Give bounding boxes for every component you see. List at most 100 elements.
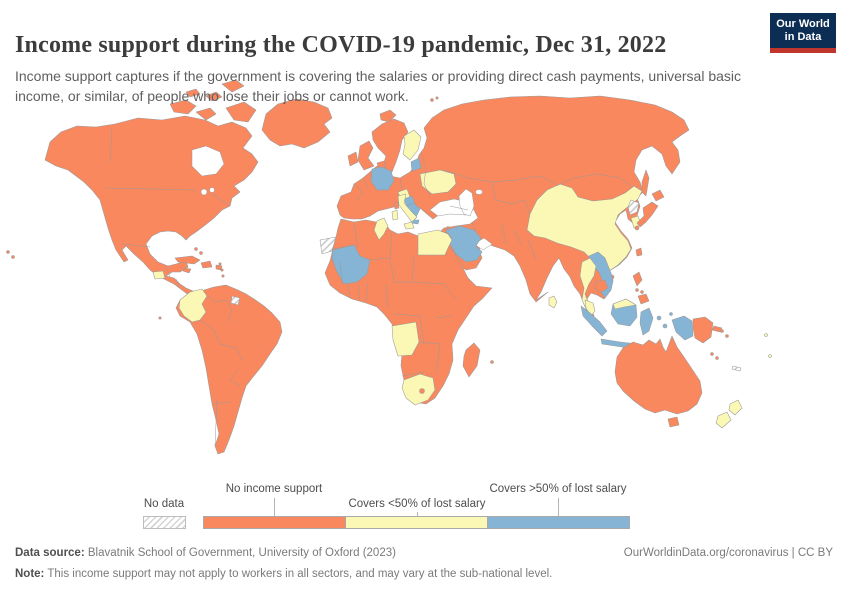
russia-mongolia-border (555, 173, 634, 188)
country-malaysia-peninsula[interactable] (584, 299, 596, 317)
island-new-britain[interactable] (711, 325, 723, 333)
country-border (353, 151, 557, 261)
country-saudi-arabia[interactable] (445, 225, 483, 263)
island-dot[interactable] (220, 268, 224, 272)
island-sakhalin[interactable] (641, 169, 650, 197)
persian-gulf (473, 237, 493, 251)
legend-tick (558, 498, 559, 516)
region-south-america[interactable] (175, 284, 283, 455)
island-dot[interactable] (490, 360, 494, 364)
great-lake (200, 188, 208, 196)
country-madagascar[interactable] (462, 342, 481, 378)
country-finland[interactable] (402, 129, 422, 161)
legend-label-none: No income support (225, 483, 323, 495)
legend-tick (274, 498, 275, 516)
country-el-salvador[interactable] (152, 270, 166, 280)
country-colombia[interactable] (178, 288, 208, 323)
island-dot[interactable] (640, 290, 644, 294)
country-australia[interactable] (614, 335, 703, 415)
region-baltic-states[interactable] (410, 157, 422, 172)
pacific-island-dot[interactable] (710, 352, 714, 356)
island-svalbard[interactable] (430, 98, 434, 102)
pacific-island-dot[interactable] (768, 354, 772, 358)
island-tasmania[interactable] (667, 416, 680, 428)
country-north-korea[interactable] (627, 199, 640, 216)
owid-logo[interactable]: Our World in Data (770, 13, 836, 53)
country-sri-lanka[interactable] (548, 295, 558, 309)
note-text: This income support may not apply to wor… (44, 568, 553, 580)
region-western-sahara[interactable] (319, 236, 337, 255)
country-egypt[interactable] (417, 229, 453, 256)
legend-swatch-none[interactable] (203, 516, 346, 529)
legend-label-gt50: Covers >50% of lost salary (489, 483, 627, 495)
country-china[interactable] (526, 183, 643, 272)
legend-label-lt50: Covers <50% of lost salary (348, 498, 486, 510)
island-dot[interactable] (656, 315, 662, 321)
page-title: Income support during the COVID-19 pande… (15, 32, 667, 59)
island-dot[interactable] (669, 312, 673, 316)
island-dot[interactable] (221, 274, 225, 278)
legend-no-data-swatch[interactable] (143, 516, 186, 529)
island-sicily[interactable] (403, 221, 415, 230)
island-sulawesi[interactable] (639, 307, 654, 336)
pacific-island-dot[interactable] (715, 356, 719, 360)
island-dot[interactable] (158, 316, 162, 320)
country-ireland[interactable] (347, 151, 359, 167)
island-sardinia[interactable] (391, 209, 399, 221)
legend-swatch-lt50[interactable] (345, 516, 488, 529)
island-kyushu[interactable] (634, 225, 640, 231)
pacific-island-dot[interactable] (720, 329, 724, 333)
hawaii-dot[interactable] (6, 250, 10, 254)
island-dot[interactable] (662, 323, 668, 329)
country-philippines[interactable] (632, 271, 650, 305)
country-united-kingdom[interactable] (357, 140, 375, 171)
island-sumatra[interactable] (580, 305, 608, 337)
pacific-island-dot[interactable] (764, 333, 768, 337)
country-japan[interactable] (636, 189, 665, 228)
footer-link[interactable]: OurWorldinData.org/coronavirus | CC BY (623, 547, 833, 559)
island-dot[interactable] (194, 247, 198, 251)
hudson-bay (191, 145, 225, 177)
region-west-papua[interactable] (671, 315, 694, 341)
island-dot[interactable] (635, 288, 639, 292)
legend-swatch-gt50[interactable] (487, 516, 630, 529)
country-papua-new-guinea[interactable] (692, 316, 714, 344)
region-malaysian-borneo[interactable] (612, 298, 637, 310)
region-french-guiana[interactable] (230, 295, 241, 306)
country-angola[interactable] (391, 321, 420, 357)
footer-note-line: Note: This income support may not apply … (15, 568, 552, 580)
owid-logo-line1: Our World (776, 18, 830, 30)
country-border (332, 221, 457, 377)
island-dot[interactable] (218, 262, 222, 266)
island-svalbard[interactable] (435, 96, 439, 100)
country-iceland[interactable] (379, 109, 397, 123)
region-north-america[interactable] (44, 115, 259, 297)
country-cuba[interactable] (174, 255, 201, 265)
region-scandinavia[interactable] (371, 118, 409, 177)
arctic-islands[interactable] (169, 79, 257, 123)
country-cambodia[interactable] (594, 279, 609, 294)
country-italy[interactable] (397, 193, 418, 223)
country-lesotho[interactable] (419, 388, 425, 394)
source-text: Blavatnik School of Government, Universi… (84, 547, 396, 559)
island-taiwan[interactable] (635, 247, 643, 257)
country-greenland[interactable] (261, 98, 333, 149)
country-tunisia[interactable] (373, 217, 389, 241)
country-border (105, 127, 231, 289)
footer-source-line: Data source: Blavatnik School of Governm… (15, 547, 396, 559)
island-new-caledonia[interactable] (731, 365, 742, 372)
country-mali-burkina[interactable] (331, 244, 371, 285)
great-lake (209, 187, 215, 193)
pacific-island-dot[interactable] (725, 334, 729, 338)
country-south-africa[interactable] (401, 373, 436, 406)
hawaii-dot[interactable] (11, 255, 15, 259)
aral-sea (475, 189, 483, 195)
country-new-zealand[interactable] (715, 399, 743, 429)
island-corsica[interactable] (393, 201, 400, 210)
legend-no-data-label: No data (143, 498, 185, 510)
country-ukraine[interactable] (419, 169, 457, 195)
island-dot[interactable] (199, 251, 203, 255)
country-germany-central-europe[interactable] (370, 166, 395, 191)
